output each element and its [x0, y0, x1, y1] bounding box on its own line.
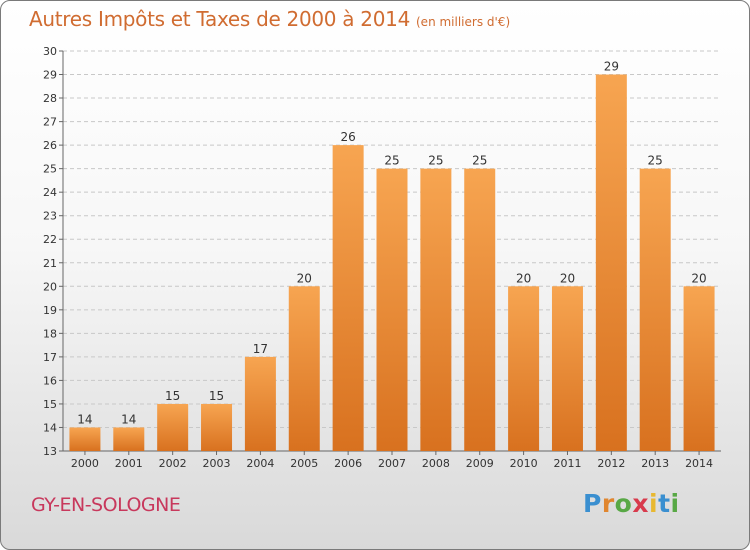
- x-tick-label: 2012: [597, 457, 625, 470]
- y-tick-label: 29: [43, 69, 57, 82]
- x-tick-label: 2014: [685, 457, 713, 470]
- bar: [420, 168, 452, 451]
- logo-letter: x: [632, 489, 649, 518]
- bar: [639, 168, 671, 451]
- x-tick-label: 2005: [290, 457, 318, 470]
- y-tick-label: 30: [43, 45, 57, 58]
- x-tick-label: 2001: [115, 457, 143, 470]
- data-label: 25: [472, 154, 487, 168]
- data-label: 20: [297, 271, 312, 285]
- x-tick-label: 2011: [553, 457, 581, 470]
- data-label: 15: [165, 389, 180, 403]
- logo-letter: r: [601, 489, 615, 518]
- y-tick-label: 22: [43, 233, 57, 246]
- data-label: 20: [560, 271, 575, 285]
- y-tick-label: 20: [43, 280, 57, 293]
- x-tick-label: 2010: [510, 457, 538, 470]
- y-tick-label: 14: [43, 421, 57, 434]
- bar: [551, 286, 583, 451]
- logo-letter: i: [670, 489, 680, 518]
- bar: [464, 168, 496, 451]
- logo-letter: o: [614, 489, 633, 518]
- x-tick-label: 2002: [159, 457, 187, 470]
- x-tick-label: 2007: [378, 457, 406, 470]
- x-tick-label: 2008: [422, 457, 450, 470]
- bar: [683, 286, 715, 451]
- data-label: 20: [691, 271, 706, 285]
- x-tick-label: 2000: [71, 457, 99, 470]
- bar: [595, 74, 627, 451]
- data-label: 25: [428, 154, 443, 168]
- y-tick-label: 15: [43, 398, 57, 411]
- data-label: 25: [648, 154, 663, 168]
- commune-name: GY-EN-SOLOGNE: [31, 494, 181, 516]
- y-tick-label: 25: [43, 163, 57, 176]
- y-tick-label: 13: [43, 445, 57, 458]
- data-label: 14: [121, 412, 136, 426]
- y-tick-label: 18: [43, 327, 57, 340]
- data-label: 20: [516, 271, 531, 285]
- data-label: 26: [340, 130, 355, 144]
- y-tick-label: 28: [43, 92, 57, 105]
- bar: [201, 403, 233, 451]
- x-tick-label: 2006: [334, 457, 362, 470]
- y-tick-label: 24: [43, 186, 57, 199]
- y-tick-label: 27: [43, 116, 57, 129]
- chart-title: Autres Impôts et Taxes de 2000 à 2014 (en…: [29, 7, 510, 31]
- bar: [157, 403, 189, 451]
- y-tick-label: 23: [43, 210, 57, 223]
- logo-letter: P: [583, 489, 602, 518]
- x-tick-label: 2004: [246, 457, 274, 470]
- data-label: 17: [253, 342, 268, 356]
- x-tick-label: 2013: [641, 457, 669, 470]
- y-tick-label: 17: [43, 351, 57, 364]
- bar: [244, 356, 276, 451]
- data-label: 14: [77, 412, 92, 426]
- bar: [69, 427, 101, 451]
- x-tick-label: 2009: [466, 457, 494, 470]
- bar: [508, 286, 540, 451]
- bar: [332, 145, 364, 451]
- chart-title-text: Autres Impôts et Taxes de 2000 à 2014: [29, 7, 410, 31]
- y-tick-label: 19: [43, 304, 57, 317]
- chart-unit: (en milliers d'€): [416, 15, 511, 29]
- y-tick-label: 21: [43, 257, 57, 270]
- logo-letter: t: [658, 489, 671, 518]
- proxiti-logo: Proxiti: [583, 489, 680, 518]
- y-tick-label: 16: [43, 374, 57, 387]
- data-label: 15: [209, 389, 224, 403]
- y-tick-label: 26: [43, 139, 57, 152]
- bar: [376, 168, 408, 451]
- bar: [113, 427, 145, 451]
- logo-letter: i: [649, 489, 659, 518]
- bar: [288, 286, 320, 451]
- x-tick-label: 2003: [203, 457, 231, 470]
- data-label: 25: [384, 154, 399, 168]
- data-label: 29: [604, 60, 619, 74]
